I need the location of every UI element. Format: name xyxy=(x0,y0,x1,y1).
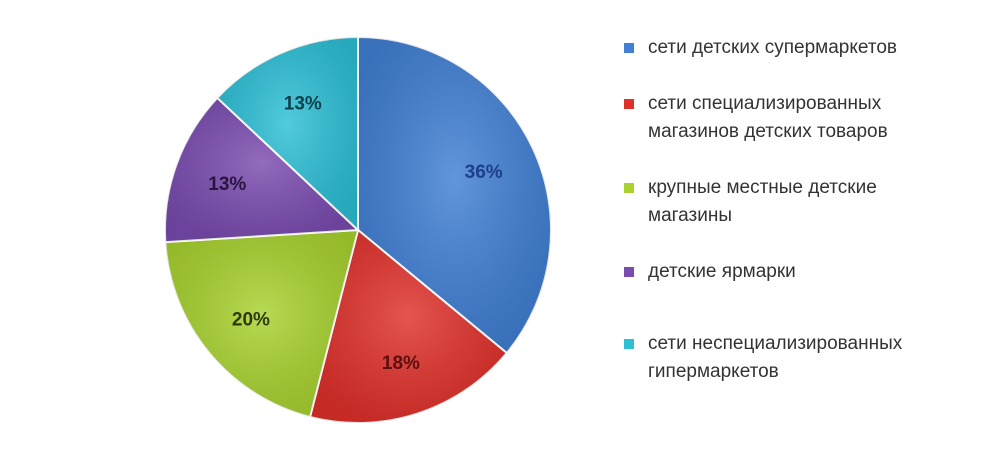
legend-item: крупные местные детские магазины xyxy=(622,174,938,230)
pie-slice-shade xyxy=(165,230,358,417)
slice-value-label: 36% xyxy=(465,162,503,183)
pie-slice-shade xyxy=(358,37,551,354)
slice-value-label: 18% xyxy=(382,353,420,374)
legend-label: сети неспециализированных гипермаркетов xyxy=(648,333,903,382)
pie-slice-shade xyxy=(164,97,358,243)
legend-swatch xyxy=(624,339,634,349)
slice-value-label: 20% xyxy=(232,310,270,331)
legend-swatch xyxy=(624,99,634,109)
legend-label: крупные местные детские магазины xyxy=(648,177,877,226)
legend-swatch xyxy=(624,267,634,277)
legend-item: сети неспециализированных гипермаркетов xyxy=(622,330,948,386)
legend-label: детские ярмарки xyxy=(648,261,796,282)
legend-item: сети специализированных магазинов детски… xyxy=(622,90,938,146)
slice-value-label: 13% xyxy=(284,94,322,115)
legend-swatch xyxy=(624,183,634,193)
legend-label: сети специализированных магазинов детски… xyxy=(648,93,888,142)
slice-value-label: 13% xyxy=(208,174,246,195)
pie-slice-shade xyxy=(310,230,507,424)
legend: сети детских супермаркетов сети специали… xyxy=(622,34,972,386)
legend-label: сети детских супермаркетов xyxy=(648,37,897,58)
legend-item: сети детских супермаркетов xyxy=(622,34,972,62)
pie-slice-shade xyxy=(217,37,358,230)
legend-item: детские ярмарки xyxy=(622,258,972,286)
legend-swatch xyxy=(624,43,634,53)
